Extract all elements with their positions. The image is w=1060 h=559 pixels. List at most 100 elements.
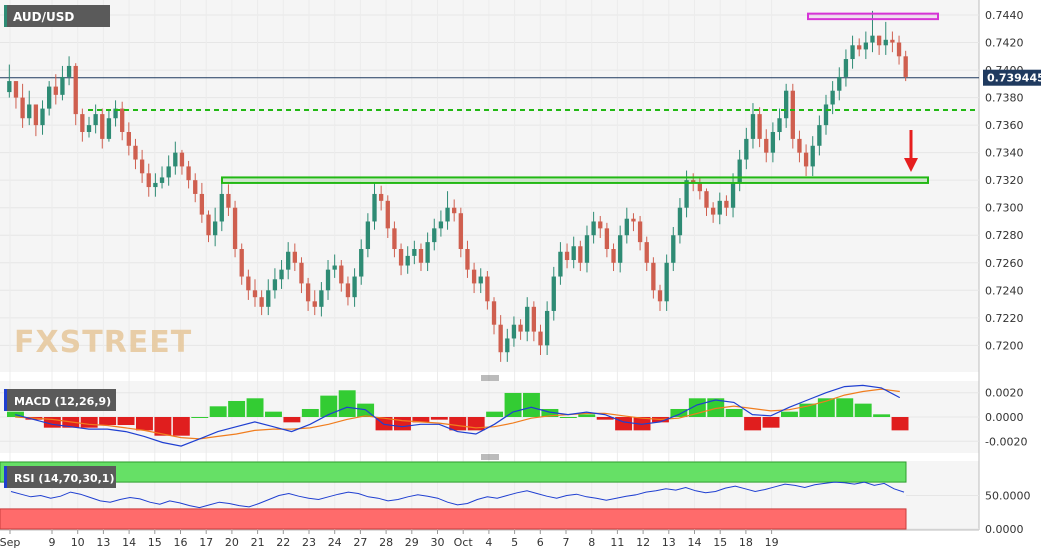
macd-histogram-bar	[670, 408, 688, 417]
candle-body	[651, 262, 656, 291]
candle-body	[345, 283, 351, 298]
candle-body	[73, 65, 78, 115]
candle-body	[412, 249, 417, 256]
candle	[173, 141, 178, 175]
candle-body	[618, 235, 623, 263]
macd-histogram-bar	[375, 417, 393, 431]
macd-line	[15, 384, 901, 447]
rsi-title: RSI (14,70,30,1)	[14, 472, 114, 485]
current-price-label: 0.739445	[987, 72, 1045, 85]
rsi-oversold-band	[0, 508, 907, 530]
candle	[232, 200, 238, 258]
x-tick-label: 19	[765, 536, 779, 549]
candle	[312, 290, 317, 316]
price-panel-background	[0, 0, 979, 372]
candle-body	[53, 86, 58, 95]
candle	[730, 173, 736, 218]
candle-body	[571, 246, 576, 261]
candle-body	[206, 214, 211, 236]
candle	[359, 239, 364, 285]
macd-signal-line	[15, 388, 900, 440]
candle-body	[810, 145, 815, 167]
candle	[903, 50, 908, 82]
macd-histogram-bar	[338, 390, 356, 417]
candle	[13, 81, 19, 109]
candle	[372, 182, 377, 230]
x-tick-label: 21	[251, 536, 265, 549]
macd-title-chip[interactable]: MACD (12,26,9)	[4, 389, 116, 411]
candle	[385, 195, 390, 238]
support-zone-box	[221, 176, 929, 184]
candle-body	[279, 269, 284, 280]
candle	[286, 242, 291, 280]
macd-histogram-bar	[430, 417, 448, 420]
candle-body	[40, 108, 45, 126]
candle-body	[671, 235, 676, 263]
x-tick-label: Oct	[454, 536, 474, 549]
candle	[850, 35, 855, 69]
candle-body	[405, 255, 410, 266]
candle-body	[525, 306, 530, 332]
symbol-title-chip[interactable]: AUD/USD	[4, 5, 110, 27]
candle-body	[432, 228, 437, 243]
candle-body	[558, 251, 563, 277]
candle-body	[744, 138, 749, 160]
candle	[837, 67, 842, 101]
x-tick-label: 6	[537, 536, 544, 549]
candle-body	[66, 65, 72, 77]
candle	[133, 138, 138, 170]
candle-body	[7, 81, 12, 93]
macd-histogram-bar	[744, 417, 762, 431]
candle-body	[458, 213, 463, 250]
candle	[631, 213, 636, 232]
candle-body	[126, 132, 131, 146]
candle	[757, 107, 762, 148]
candle-body	[657, 290, 663, 302]
candle	[657, 284, 663, 311]
candle-body	[691, 180, 696, 183]
candle	[246, 269, 251, 300]
candle-body	[511, 324, 517, 339]
candle-body	[286, 251, 291, 270]
candle	[624, 207, 629, 244]
panel-resize-handle-rsi[interactable]	[481, 454, 499, 460]
candle	[126, 122, 131, 156]
bearish-arrow-head	[904, 158, 918, 172]
macd-histogram-bar	[559, 417, 577, 418]
candle-body	[305, 283, 311, 302]
candle	[458, 207, 463, 258]
macd-histogram-bar	[523, 392, 540, 417]
candle	[710, 202, 716, 223]
candle	[870, 10, 875, 53]
x-tick-label: 27	[353, 536, 367, 549]
candle	[292, 243, 297, 272]
candle	[332, 254, 337, 278]
candle-body	[896, 42, 902, 57]
candle-body	[538, 331, 543, 346]
macd-histogram-bar	[854, 403, 872, 417]
x-tick-label: 10	[71, 536, 85, 549]
x-tick-label: 29	[405, 536, 419, 549]
candle-body	[133, 145, 138, 160]
candle	[876, 35, 882, 55]
annotation-layer-front	[88, 12, 979, 184]
candle-body	[226, 193, 231, 208]
candle	[27, 90, 32, 126]
candle	[604, 222, 610, 258]
candle	[578, 240, 583, 272]
rsi-title-chip[interactable]: RSI (14,70,30,1)	[4, 466, 116, 488]
panel-resize-handle-macd[interactable]	[481, 375, 499, 381]
x-tick-label: 13	[96, 536, 110, 549]
candle-body	[259, 297, 264, 307]
candle	[153, 173, 158, 197]
candle	[525, 297, 530, 342]
candle	[199, 182, 205, 223]
candle	[810, 136, 815, 177]
candle	[100, 108, 105, 149]
candle-body	[352, 276, 357, 298]
candle-body	[146, 173, 151, 188]
candle-body	[438, 221, 444, 229]
candle	[830, 81, 835, 115]
price-tick-label: 0.7200	[985, 339, 1024, 352]
